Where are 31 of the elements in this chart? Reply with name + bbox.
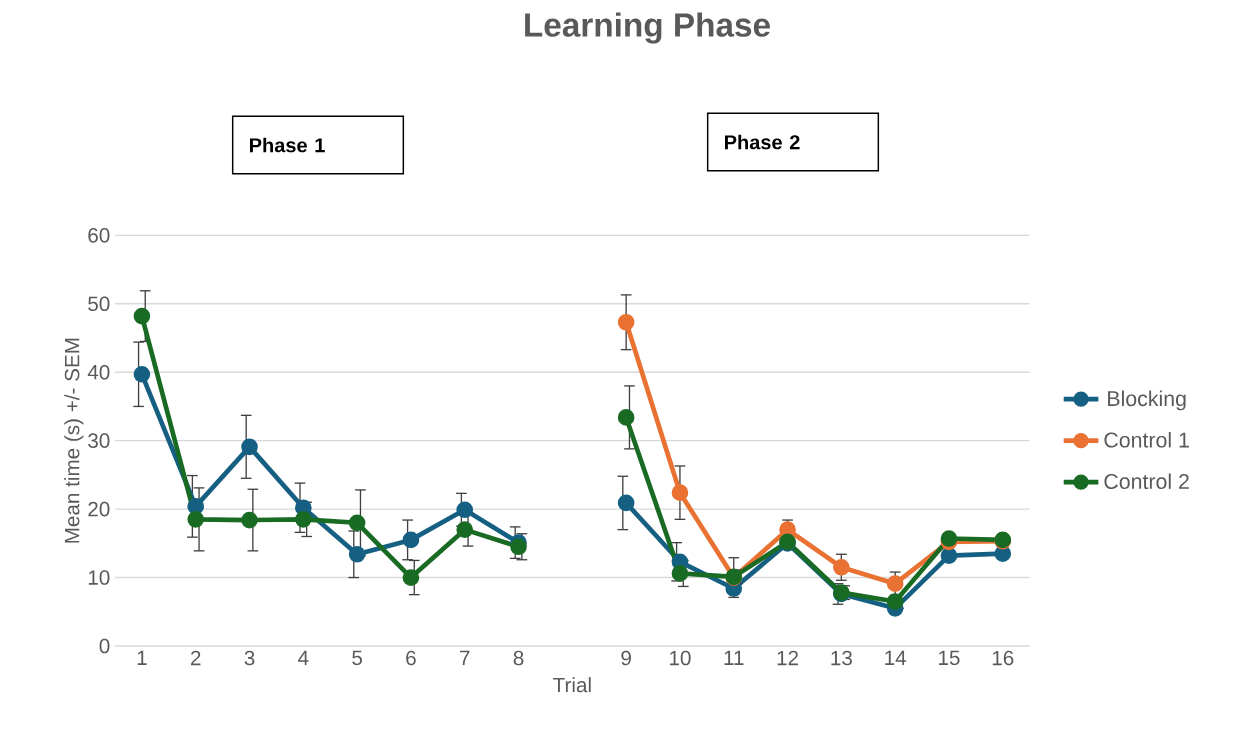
y-tick-label: 60 <box>88 228 110 243</box>
x-tick-label: 12 <box>777 650 798 666</box>
y-tick-label: 40 <box>87 364 110 380</box>
text: Phase 2 <box>725 134 800 150</box>
x-tick-label: 11 <box>724 650 744 665</box>
y-axis-title: Mean time (s) +/- SEM <box>64 338 84 543</box>
x-tick-label: 3 <box>244 650 255 666</box>
x-tick-label: 10 <box>670 650 691 666</box>
y-tick-label: 50 <box>88 296 110 312</box>
x-tick-label: 15 <box>939 650 960 666</box>
x-tick-label: 6 <box>406 650 416 666</box>
x-tick-label: 16 <box>992 650 1014 666</box>
legend-label: Blocking <box>1108 390 1186 411</box>
legend-label: Control 2 <box>1104 473 1189 490</box>
x-tick-label: 4 <box>298 650 309 665</box>
x-tick-label: 9 <box>621 650 631 666</box>
y-tick-label: 10 <box>88 570 110 585</box>
x-tick-label: 1 <box>137 650 147 665</box>
x-tick-label: 7 <box>460 650 470 665</box>
x-tick-label: 8 <box>513 650 524 666</box>
chart-title: Learning Phase <box>525 12 770 44</box>
y-tick-label: 30 <box>88 433 110 448</box>
legend-label: Control 1 <box>1104 431 1189 448</box>
x-axis-title: Trial <box>553 677 591 693</box>
x-tick-label: 13 <box>831 650 852 666</box>
text: Phase 1 <box>250 137 325 153</box>
x-tick-label: 14 <box>885 650 907 665</box>
y-tick-label: 0 <box>99 638 110 654</box>
x-tick-label: 2 <box>191 650 201 666</box>
y-tick-label: 20 <box>88 501 110 517</box>
x-tick-label: 5 <box>352 650 362 666</box>
